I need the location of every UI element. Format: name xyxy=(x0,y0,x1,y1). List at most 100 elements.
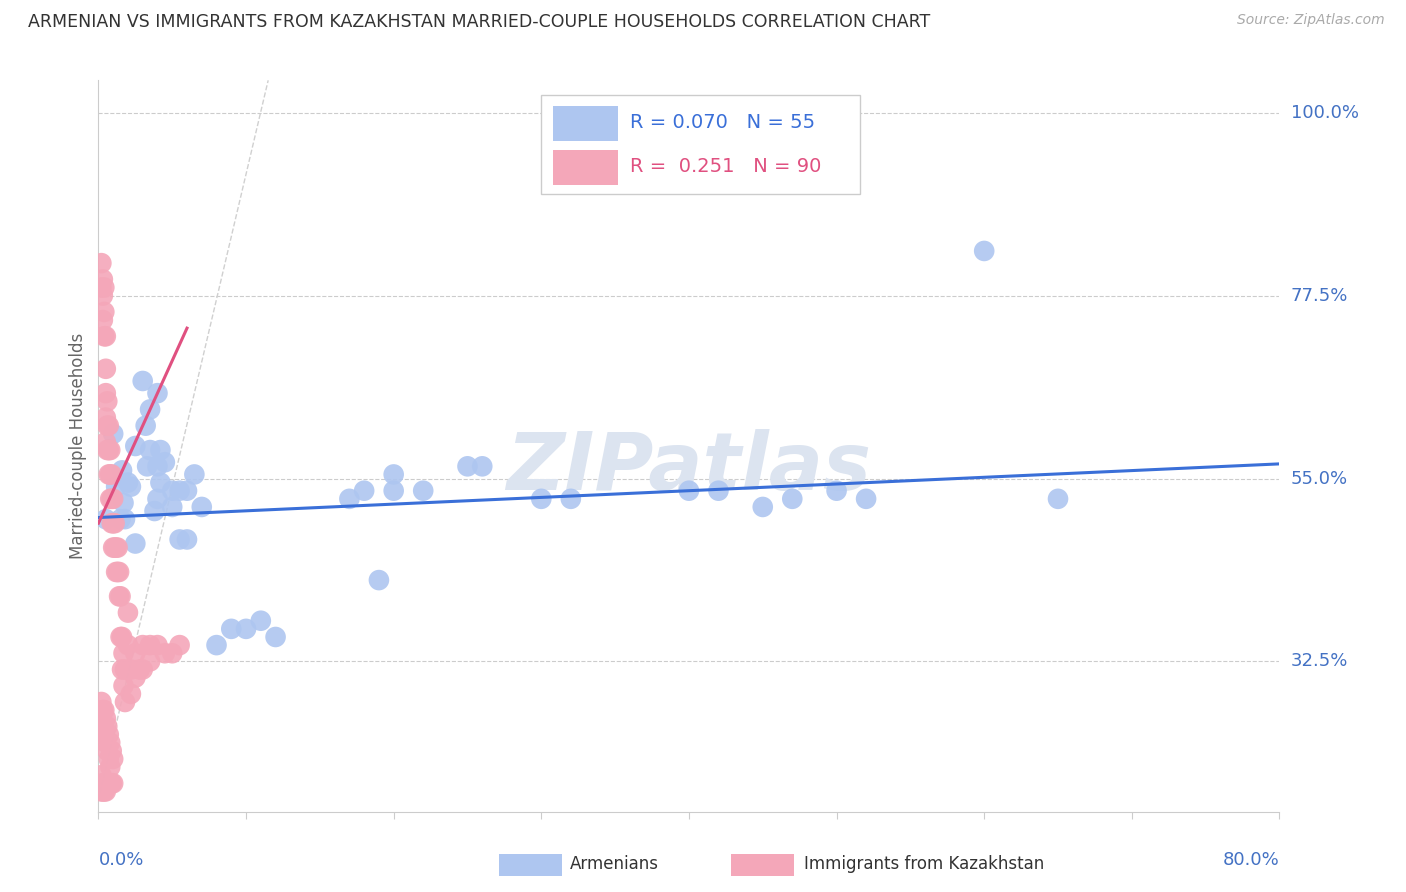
Point xyxy=(91,727,114,741)
Point xyxy=(97,443,120,458)
Text: 32.5%: 32.5% xyxy=(1291,652,1348,671)
Point xyxy=(114,512,136,526)
Point xyxy=(153,646,176,660)
Point xyxy=(97,727,120,741)
Point xyxy=(337,491,360,506)
Point xyxy=(162,500,183,514)
Point xyxy=(146,386,169,401)
Point xyxy=(169,483,191,498)
Point xyxy=(93,329,115,343)
Text: 55.0%: 55.0% xyxy=(1291,469,1348,488)
Point xyxy=(96,443,118,458)
Point xyxy=(114,663,136,677)
Point xyxy=(97,752,120,766)
Point xyxy=(91,776,114,790)
Point xyxy=(678,483,700,498)
Point xyxy=(176,533,198,547)
Point xyxy=(169,533,191,547)
Point xyxy=(98,443,121,458)
Point xyxy=(149,443,172,458)
Point xyxy=(96,418,118,433)
Point xyxy=(382,467,405,482)
Point xyxy=(114,695,136,709)
Point xyxy=(149,475,172,490)
Point xyxy=(103,752,125,766)
Point xyxy=(124,439,146,453)
Point xyxy=(110,630,132,644)
Point xyxy=(94,410,117,425)
Text: Source: ZipAtlas.com: Source: ZipAtlas.com xyxy=(1237,13,1385,28)
Point xyxy=(530,491,553,506)
Text: Armenians: Armenians xyxy=(569,855,658,873)
Text: R = 0.070   N = 55: R = 0.070 N = 55 xyxy=(630,113,815,132)
Point xyxy=(146,638,169,652)
Point xyxy=(560,491,582,506)
Point xyxy=(90,695,112,709)
Point xyxy=(117,606,139,620)
Bar xyxy=(553,106,619,141)
Point xyxy=(146,459,169,474)
Point xyxy=(124,646,146,660)
Point xyxy=(93,305,115,319)
Point xyxy=(93,280,115,294)
FancyBboxPatch shape xyxy=(541,95,860,194)
Point xyxy=(139,638,162,652)
Point xyxy=(107,541,129,555)
Point xyxy=(108,565,131,579)
Point xyxy=(111,630,134,644)
Y-axis label: Married-couple Households: Married-couple Households xyxy=(69,333,87,559)
Point xyxy=(100,744,122,758)
Point xyxy=(90,768,112,782)
Point xyxy=(1046,491,1069,506)
Point xyxy=(94,386,117,401)
Point xyxy=(353,483,375,498)
Point xyxy=(136,459,159,474)
Point xyxy=(205,638,228,652)
Point xyxy=(94,784,117,798)
Point xyxy=(110,590,132,604)
Point xyxy=(93,776,115,790)
Text: 0.0%: 0.0% xyxy=(98,851,143,869)
Point xyxy=(112,496,135,510)
Point xyxy=(250,614,273,628)
Point xyxy=(456,459,478,474)
Point xyxy=(98,776,121,790)
Point xyxy=(90,719,112,733)
Point xyxy=(94,361,117,376)
Point xyxy=(94,329,117,343)
Text: ZIPatlas: ZIPatlas xyxy=(506,429,872,507)
Point xyxy=(105,565,128,579)
Point xyxy=(94,512,117,526)
Point xyxy=(96,776,118,790)
Point xyxy=(143,504,166,518)
Point xyxy=(97,776,120,790)
Point xyxy=(108,590,131,604)
Point xyxy=(105,541,128,555)
Point xyxy=(94,711,117,725)
Point xyxy=(139,443,162,458)
Point xyxy=(169,638,191,652)
Point xyxy=(103,541,125,555)
Point xyxy=(100,491,122,506)
Text: Immigrants from Kazakhstan: Immigrants from Kazakhstan xyxy=(804,855,1045,873)
Point xyxy=(94,434,117,449)
Point xyxy=(120,480,142,494)
Point xyxy=(135,418,157,433)
Point xyxy=(103,426,125,441)
Text: 100.0%: 100.0% xyxy=(1291,103,1358,122)
Point xyxy=(111,463,134,477)
Point xyxy=(146,491,169,506)
Point xyxy=(90,256,112,270)
Point xyxy=(103,516,125,531)
Point xyxy=(103,491,125,506)
Point xyxy=(90,280,112,294)
Point xyxy=(973,244,995,258)
Text: 77.5%: 77.5% xyxy=(1291,286,1348,305)
Point xyxy=(132,663,155,677)
Point xyxy=(633,151,655,165)
Point xyxy=(91,784,114,798)
Point xyxy=(368,573,391,587)
Point xyxy=(91,288,114,302)
Point xyxy=(112,679,135,693)
Point xyxy=(91,272,114,286)
